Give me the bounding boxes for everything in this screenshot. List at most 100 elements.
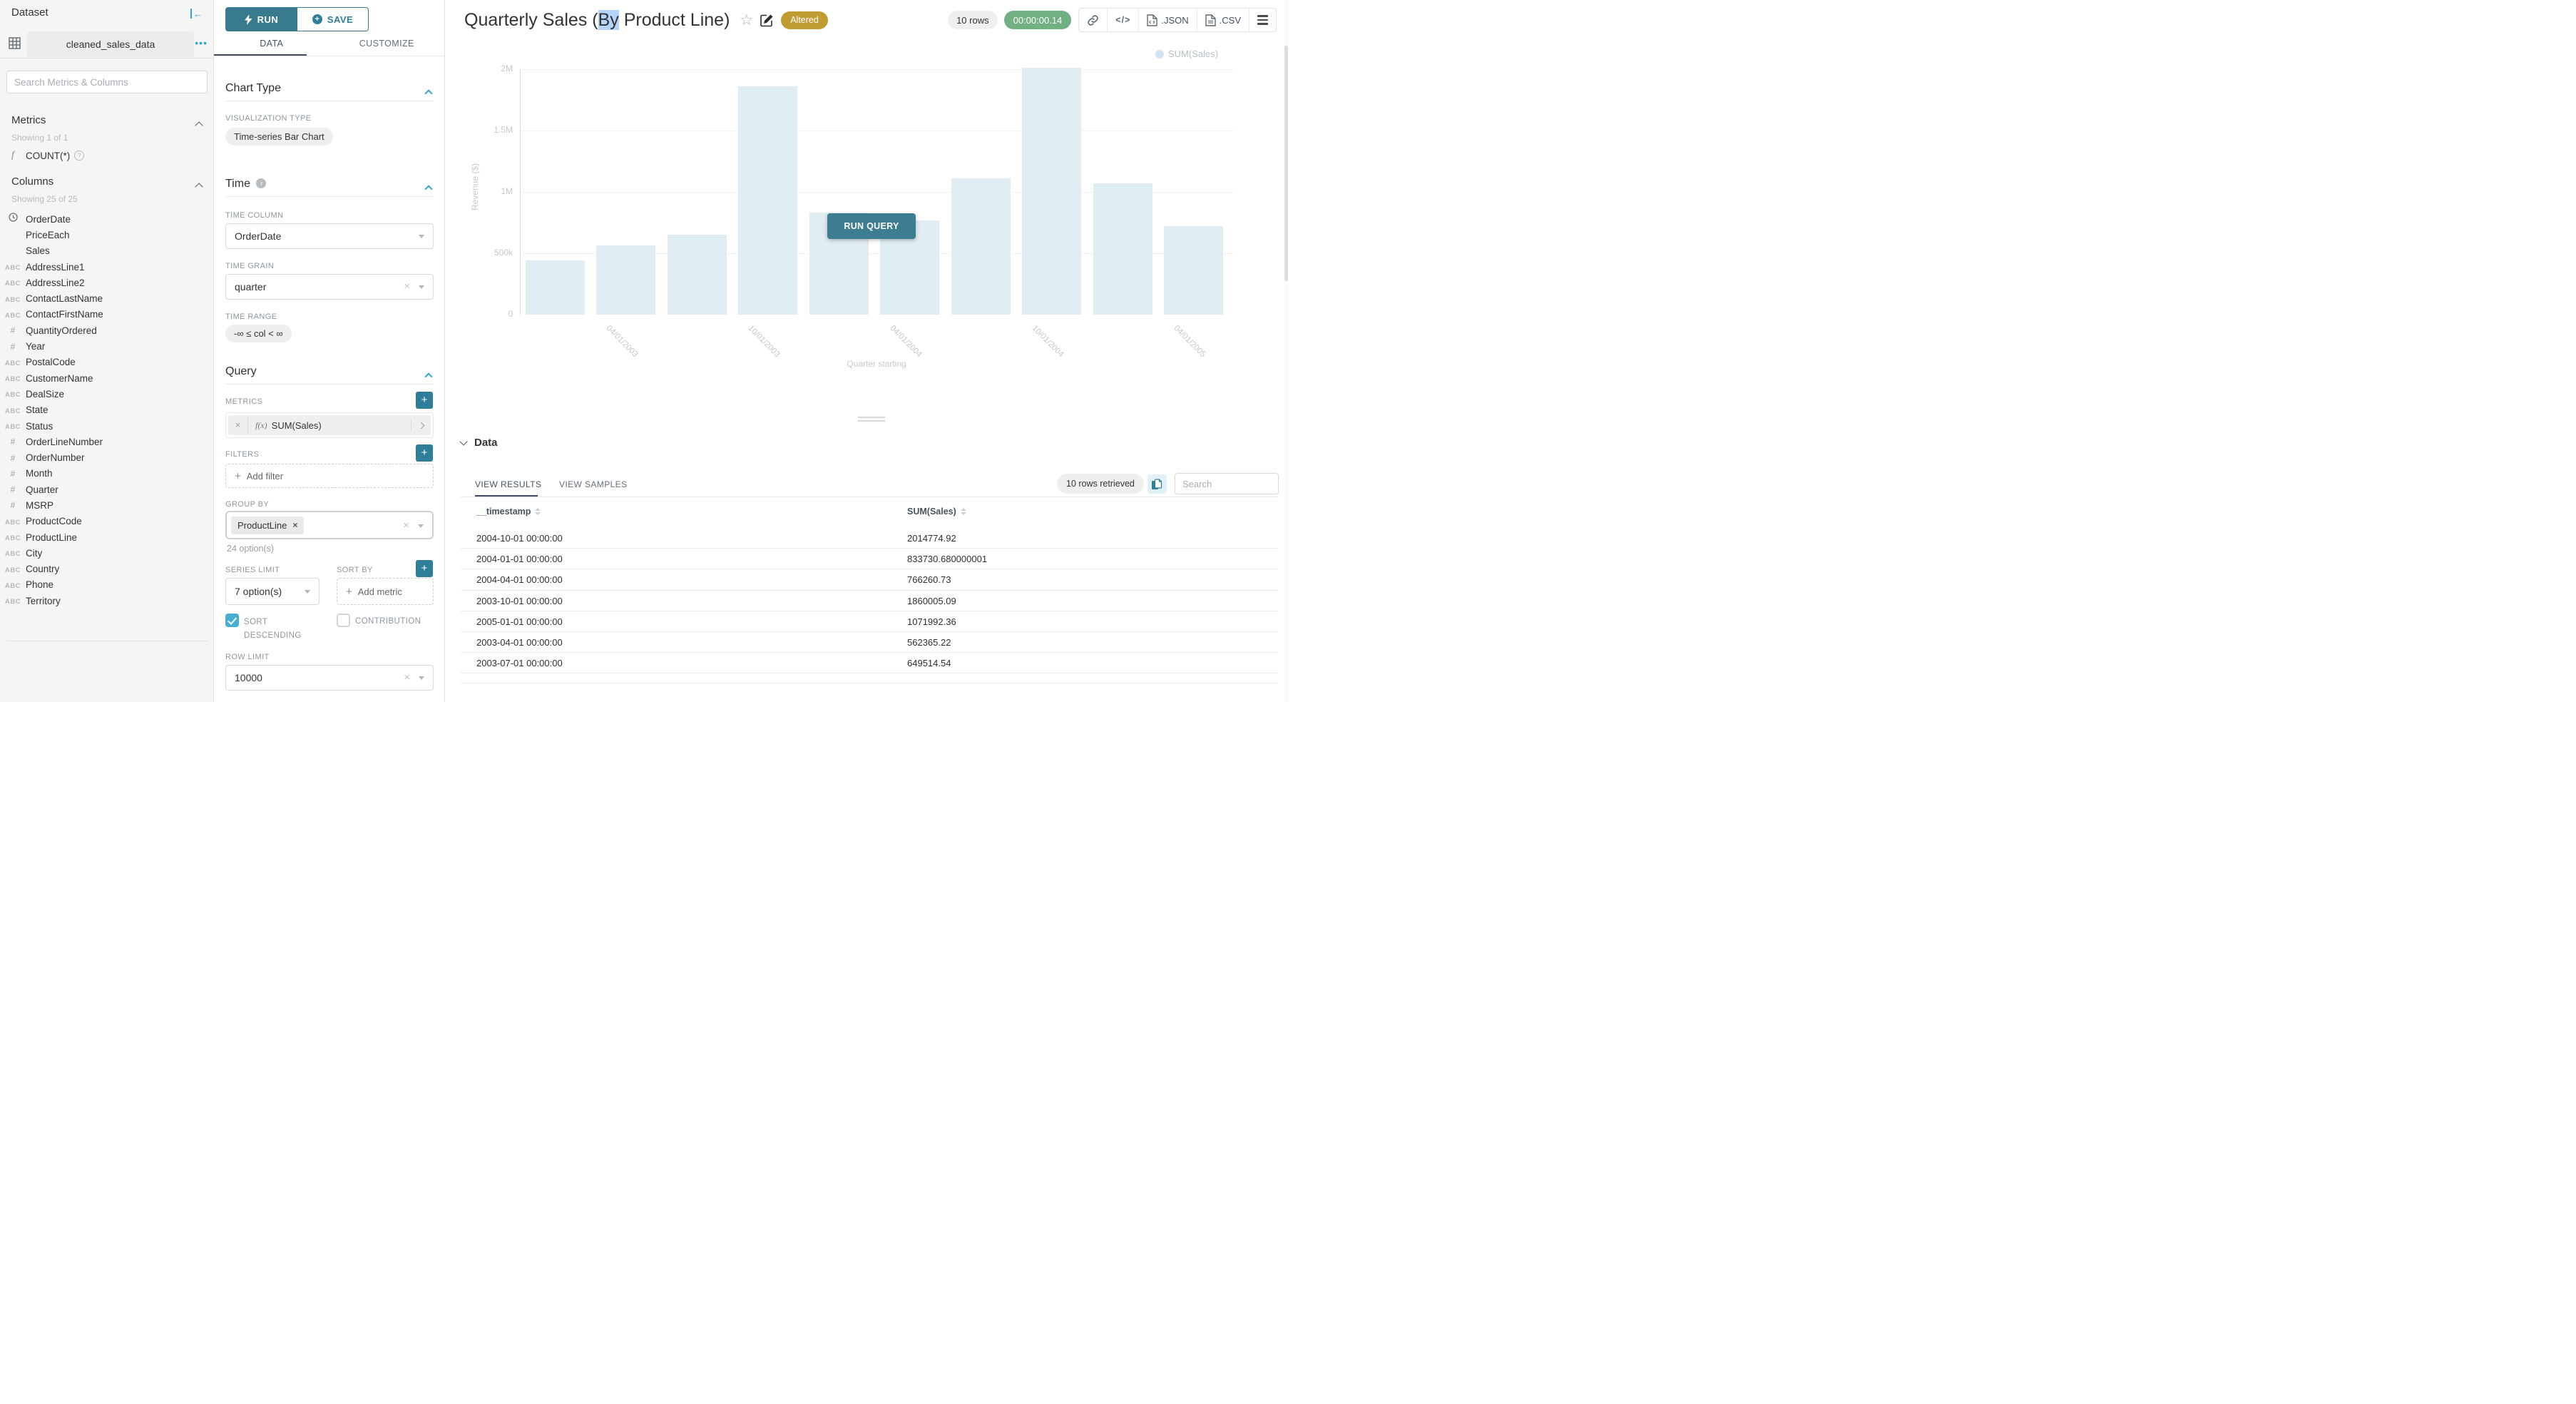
timestamp-cell: 2004-01-01 00:00:00 — [476, 554, 563, 565]
column-item-label: MSRP — [26, 499, 54, 511]
export-json-button[interactable]: .JSON — [1138, 9, 1196, 31]
column-header-sum-sales[interactable]: SUM(Sales) — [907, 507, 966, 517]
run-button[interactable]: RUN — [225, 7, 297, 31]
column-item[interactable]: ABC ProductCode — [0, 514, 213, 529]
value-cell: 2014774.92 — [907, 533, 956, 544]
query-collapse-icon[interactable] — [424, 370, 433, 381]
metric-item[interactable]: f COUNT(*) ? — [0, 147, 213, 164]
panel-resize-handle[interactable] — [858, 417, 885, 422]
favorite-star-icon[interactable]: ☆ — [740, 11, 754, 29]
visualization-type-value[interactable]: Time-series Bar Chart — [225, 128, 333, 146]
time-collapse-icon[interactable] — [424, 183, 433, 193]
run-query-button[interactable]: RUN QUERY — [827, 213, 916, 239]
clear-icon[interactable]: × — [404, 280, 410, 292]
tab-customize[interactable]: CUSTOMIZE — [359, 39, 414, 49]
help-icon[interactable]: ? — [74, 151, 85, 161]
column-item[interactable]: ABC Status — [0, 418, 213, 434]
add-metric-plus-button[interactable]: + — [416, 392, 433, 409]
column-item[interactable]: # MSRP — [0, 497, 213, 513]
clear-icon[interactable]: × — [403, 519, 409, 531]
menu-button[interactable] — [1249, 9, 1276, 31]
column-item[interactable]: ABC Country — [0, 561, 213, 577]
column-item[interactable]: ABC AddressLine1 — [0, 259, 213, 275]
columns-collapse-icon[interactable] — [195, 180, 203, 191]
column-item[interactable]: # Month — [0, 466, 213, 482]
dataset-more-icon[interactable]: ••• — [195, 37, 208, 49]
sort-icons[interactable] — [535, 508, 541, 515]
edit-properties-icon[interactable] — [760, 14, 774, 27]
clear-icon[interactable]: × — [404, 671, 410, 683]
column-item-label: OrderNumber — [26, 452, 85, 464]
bar-2004-10-01 — [1022, 67, 1081, 315]
embed-code-button[interactable]: </> — [1107, 9, 1138, 31]
add-sort-metric-plus-button[interactable]: + — [416, 560, 433, 577]
column-item[interactable]: ABC State — [0, 402, 213, 418]
remove-chip-icon[interactable]: × — [292, 520, 298, 530]
column-item[interactable]: ABC ProductLine — [0, 529, 213, 545]
remove-metric-icon[interactable]: × — [228, 415, 248, 435]
gridline — [521, 192, 1233, 193]
collapse-panel-icon[interactable]: ← — [190, 9, 203, 20]
tab-view-results[interactable]: VIEW RESULTS — [475, 479, 542, 489]
data-search-input[interactable] — [1175, 473, 1279, 494]
chart-type-section-title: Chart Type — [225, 82, 281, 94]
column-item[interactable]: # Quarter — [0, 482, 213, 497]
time-grain-select[interactable]: quarter × — [225, 274, 434, 300]
series-limit-select[interactable]: 7 option(s) — [225, 578, 320, 605]
column-item[interactable]: ABC DealSize — [0, 386, 213, 402]
time-range-value[interactable]: -∞ ≤ col < ∞ — [225, 325, 292, 342]
column-item[interactable]: ABC PostalCode — [0, 355, 213, 370]
scrollbar-track[interactable] — [1284, 0, 1288, 702]
column-item[interactable]: ABC AddressLine2 — [0, 275, 213, 290]
query-section-title: Query — [225, 365, 257, 377]
copy-link-button[interactable] — [1079, 9, 1107, 31]
column-item[interactable]: ABC Territory — [0, 593, 213, 609]
column-item[interactable]: PriceEach — [0, 227, 213, 243]
metric-pill[interactable]: f(x) SUM(Sales) — [255, 419, 322, 431]
data-section-toggle[interactable]: Data — [459, 437, 498, 449]
tab-data[interactable]: DATA — [260, 39, 284, 49]
add-filter-plus-button[interactable]: + — [416, 444, 433, 462]
scrollbar-thumb[interactable] — [1284, 46, 1288, 281]
column-item[interactable]: OrderDate — [0, 211, 213, 227]
search-metrics-input[interactable] — [6, 71, 208, 93]
contribution-checkbox[interactable] — [337, 614, 350, 627]
row-limit-select[interactable]: 10000 × — [225, 665, 434, 691]
column-item[interactable]: # OrderNumber — [0, 449, 213, 465]
sort-icons[interactable] — [960, 508, 966, 515]
abc-icon: ABC — [4, 280, 21, 288]
chart-type-collapse-icon[interactable] — [424, 87, 433, 98]
column-item[interactable]: ABC City — [0, 545, 213, 561]
y-tick-label: 0 — [508, 309, 513, 319]
export-csv-button[interactable]: .CSV — [1196, 9, 1249, 31]
column-item[interactable]: ABC ContactFirstName — [0, 307, 213, 322]
chart-title[interactable]: Quarterly Sales (By Product Line) — [464, 9, 730, 30]
expand-metric-icon[interactable] — [411, 419, 431, 432]
group-by-select[interactable]: ProductLine × × — [225, 511, 434, 539]
dataset-panel: Dataset ← cleaned_sales_data ••• Metrics… — [0, 0, 214, 702]
save-button[interactable]: + SAVE — [297, 7, 369, 31]
selected-text: By — [598, 9, 619, 30]
chart-legend[interactable]: SUM(Sales) — [1155, 49, 1218, 59]
group-by-chip[interactable]: ProductLine × — [231, 516, 305, 534]
dataset-name[interactable]: cleaned_sales_data — [27, 31, 194, 57]
active-tab-indicator — [214, 54, 307, 56]
column-item[interactable]: # Year — [0, 338, 213, 354]
metrics-collapse-icon[interactable] — [195, 119, 203, 130]
add-filter-button[interactable]: + Add filter — [225, 464, 434, 488]
time-column-select[interactable]: OrderDate — [225, 223, 434, 249]
hash-icon: # — [10, 452, 16, 463]
column-item[interactable]: # QuantityOrdered — [0, 322, 213, 338]
sort-descending-checkbox[interactable] — [225, 614, 239, 627]
altered-badge: Altered — [781, 11, 828, 29]
sort-by-add-metric-button[interactable]: + Add metric — [337, 578, 434, 605]
column-item-label: QuantityOrdered — [26, 325, 97, 336]
column-header-timestamp[interactable]: __timestamp — [476, 507, 541, 517]
copy-data-button[interactable] — [1148, 474, 1167, 494]
column-item[interactable]: ABC Phone — [0, 577, 213, 593]
column-item[interactable]: ABC CustomerName — [0, 370, 213, 386]
column-item[interactable]: ABC ContactLastName — [0, 290, 213, 306]
tab-view-samples[interactable]: VIEW SAMPLES — [559, 479, 628, 489]
column-item[interactable]: Sales — [0, 243, 213, 259]
column-item[interactable]: # OrderLineNumber — [0, 434, 213, 449]
